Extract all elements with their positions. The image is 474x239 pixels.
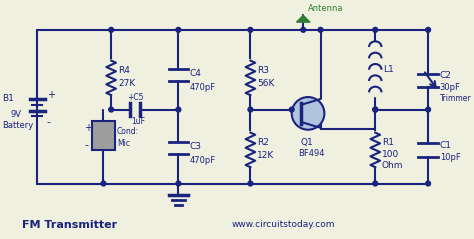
Text: Cond:: Cond: xyxy=(117,127,139,136)
Circle shape xyxy=(176,27,181,32)
Text: 27K: 27K xyxy=(118,79,135,88)
Text: -: - xyxy=(47,117,51,127)
Circle shape xyxy=(373,181,378,186)
Text: +C5: +C5 xyxy=(128,92,144,102)
Text: 12K: 12K xyxy=(257,151,274,160)
Circle shape xyxy=(426,181,430,186)
Text: R1: R1 xyxy=(382,138,394,147)
Text: R2: R2 xyxy=(257,138,269,147)
Text: 10pF: 10pF xyxy=(439,153,460,162)
Text: Mic: Mic xyxy=(117,139,130,148)
Text: 470pF: 470pF xyxy=(190,156,216,165)
Circle shape xyxy=(248,107,253,112)
Circle shape xyxy=(289,107,294,112)
Text: Antenna: Antenna xyxy=(308,4,344,13)
Circle shape xyxy=(373,107,378,112)
Circle shape xyxy=(373,27,378,32)
Text: Q1: Q1 xyxy=(301,138,313,147)
Circle shape xyxy=(176,181,181,186)
Text: +: + xyxy=(84,123,92,133)
Text: 1uF: 1uF xyxy=(131,117,146,125)
Bar xyxy=(92,121,115,150)
Circle shape xyxy=(318,27,323,32)
Text: 100: 100 xyxy=(382,150,399,159)
Text: -: - xyxy=(84,140,88,150)
Circle shape xyxy=(426,107,430,112)
Circle shape xyxy=(301,27,306,32)
Text: L1: L1 xyxy=(383,65,394,74)
Circle shape xyxy=(426,27,430,32)
Circle shape xyxy=(101,181,106,186)
Text: 56K: 56K xyxy=(257,79,274,88)
Text: R4: R4 xyxy=(118,66,130,75)
Text: R3: R3 xyxy=(257,66,269,75)
Text: C4: C4 xyxy=(190,69,202,77)
Circle shape xyxy=(248,181,253,186)
Text: B1: B1 xyxy=(3,94,15,103)
Text: C3: C3 xyxy=(190,141,202,151)
Text: Battery: Battery xyxy=(3,121,34,130)
Text: 470pF: 470pF xyxy=(190,83,216,92)
Text: Ohm: Ohm xyxy=(382,161,403,170)
Circle shape xyxy=(373,107,378,112)
Text: Trimmer: Trimmer xyxy=(439,93,471,103)
Text: +: + xyxy=(47,90,55,100)
Circle shape xyxy=(109,107,114,112)
Circle shape xyxy=(292,97,324,130)
Text: BF494: BF494 xyxy=(299,149,325,158)
Text: 30pF: 30pF xyxy=(439,83,461,92)
Circle shape xyxy=(248,27,253,32)
Text: FM Transmitter: FM Transmitter xyxy=(22,220,117,230)
Circle shape xyxy=(109,27,114,32)
Polygon shape xyxy=(297,16,310,22)
Text: C1: C1 xyxy=(439,141,452,150)
Text: C2: C2 xyxy=(439,71,452,81)
Text: 9V: 9V xyxy=(10,110,21,119)
Circle shape xyxy=(176,107,181,112)
Text: www.circuitstoday.com: www.circuitstoday.com xyxy=(231,220,335,229)
